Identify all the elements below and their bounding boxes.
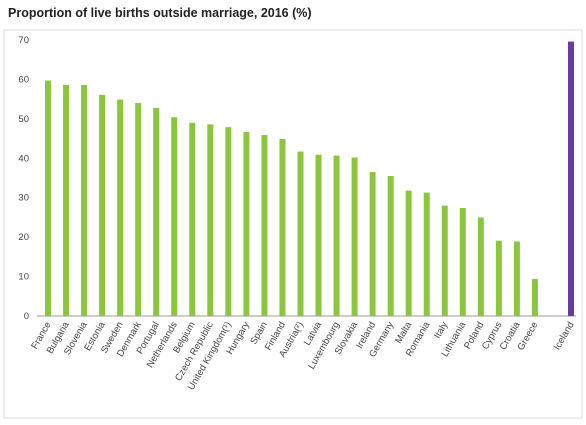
bar xyxy=(477,217,484,316)
bar xyxy=(495,240,502,316)
bar xyxy=(45,80,51,317)
y-tick-label: 60 xyxy=(18,74,29,85)
x-tick-label: Iceland xyxy=(552,320,577,352)
bar xyxy=(261,135,268,316)
bar xyxy=(297,151,304,316)
bar xyxy=(171,117,178,316)
bar xyxy=(459,207,466,316)
bar xyxy=(63,84,70,316)
bar xyxy=(333,155,340,316)
chart-title: Proportion of live births outside marria… xyxy=(8,6,312,20)
bar xyxy=(423,192,430,316)
bar xyxy=(568,41,574,316)
bar xyxy=(207,124,214,317)
y-tick-label: 40 xyxy=(18,153,29,164)
y-tick-label: 50 xyxy=(18,114,29,125)
bar xyxy=(531,278,538,316)
y-tick-label: 70 xyxy=(18,35,29,46)
y-tick-label: 20 xyxy=(18,232,29,243)
y-tick-label: 30 xyxy=(18,193,29,204)
bar xyxy=(387,176,394,316)
bar xyxy=(225,127,232,316)
y-tick-label: 0 xyxy=(24,311,29,322)
bar xyxy=(405,190,412,316)
bar xyxy=(81,84,88,316)
chart-frame xyxy=(3,29,583,419)
bar xyxy=(135,103,142,316)
bar xyxy=(441,205,448,316)
bar xyxy=(351,157,358,316)
bar xyxy=(99,94,106,316)
bar xyxy=(117,99,124,316)
bar xyxy=(243,131,250,316)
bar xyxy=(315,154,322,316)
bar xyxy=(189,122,196,316)
bar xyxy=(279,138,286,316)
y-tick-label: 10 xyxy=(18,272,29,283)
bar xyxy=(369,172,376,316)
bar xyxy=(513,241,520,316)
bar xyxy=(153,107,160,317)
